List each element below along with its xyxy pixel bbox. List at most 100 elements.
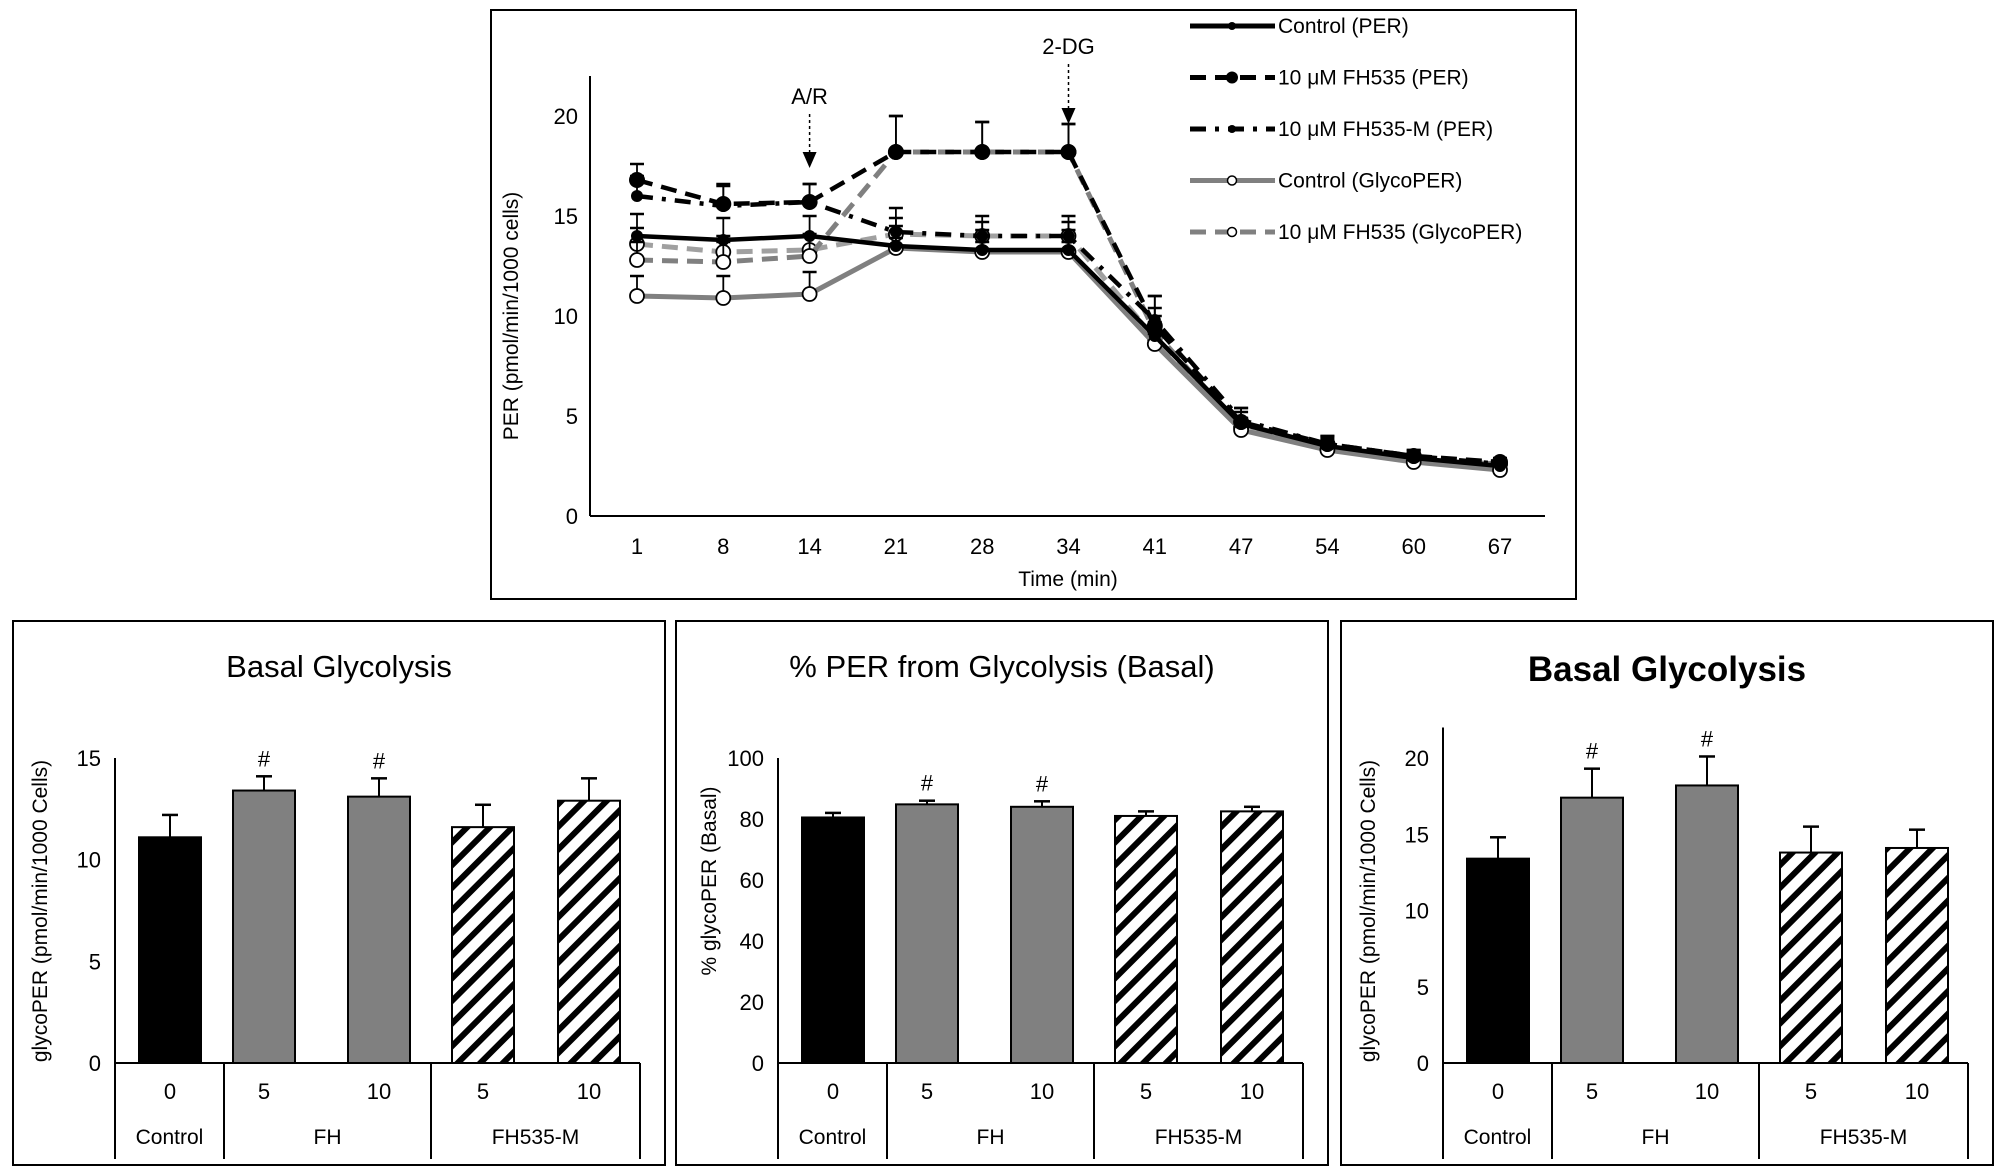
data-point xyxy=(1233,414,1250,430)
x-tick-label: 14 xyxy=(797,534,821,559)
x-tick-label: 67 xyxy=(1488,534,1512,559)
data-point xyxy=(1062,244,1075,256)
x-tick-label: 8 xyxy=(717,534,729,559)
bar-chart-panel-basal-glycolysis: Basal Glycolysis 0 5 10 15 glycoPER (pmol/min… xyxy=(12,620,666,1166)
y-tick-label: 5 xyxy=(89,949,101,974)
bar xyxy=(138,836,202,1064)
group-label: FH xyxy=(314,1126,342,1149)
annotation-label: A/R xyxy=(791,84,828,109)
data-point xyxy=(1405,448,1422,464)
x-tick-label: 28 xyxy=(970,534,994,559)
y-axis-label: glycoPER (pmol/min/1000 Cells) xyxy=(1357,760,1380,1062)
bar xyxy=(801,816,865,1064)
legend-label: 10 μM FH535-M (PER) xyxy=(1278,118,1493,141)
chart-title: % PER from Glycolysis (Basal) xyxy=(789,649,1214,684)
data-point xyxy=(715,290,732,306)
legend-item: 10 μM FH535-M (PER) xyxy=(1190,118,1493,141)
bar xyxy=(1885,846,1949,1064)
y-tick-label: 20 xyxy=(1405,746,1429,771)
legend-item: Control (GlycoPER) xyxy=(1190,170,1462,193)
bar xyxy=(1220,810,1284,1064)
data-point xyxy=(976,230,989,242)
y-tick-label: 10 xyxy=(1405,899,1429,924)
data-point xyxy=(715,254,732,270)
legend: Control (PER) 10 μM FH535 (PER) 10 μM FH53… xyxy=(1190,15,1522,244)
legend-marker xyxy=(1228,125,1236,133)
y-tick-label: 0 xyxy=(752,1051,764,1076)
panel-border xyxy=(12,620,666,1166)
x-category-label: 10 xyxy=(1695,1079,1719,1104)
group-label: FH535-M xyxy=(1155,1126,1243,1149)
y-tick-label: 10 xyxy=(77,848,101,873)
y-tick-label: 0 xyxy=(89,1051,101,1076)
y-tick-label: 10 xyxy=(554,304,578,329)
line-chart-panel: 0 5 10 15 20 1 8 14 21 28 34 41 47 54 60 67 Time (min) PE… xyxy=(490,9,1577,600)
x-category-label: 5 xyxy=(477,1079,489,1104)
data-point xyxy=(801,286,818,302)
series-line xyxy=(636,149,1501,465)
panel-border xyxy=(675,620,1329,1166)
x-category-label: 5 xyxy=(1586,1079,1598,1104)
y-tick-label: 5 xyxy=(1417,975,1429,1000)
x-category-label: 10 xyxy=(1030,1079,1054,1104)
data-point xyxy=(889,240,902,252)
x-category-label: 10 xyxy=(1905,1079,1929,1104)
data-point xyxy=(629,252,645,268)
y-tick-label: 100 xyxy=(727,746,764,771)
legend-marker xyxy=(1226,175,1238,186)
y-tick-label: 40 xyxy=(740,929,764,954)
bar xyxy=(1560,796,1624,1064)
group-label: FH535-M xyxy=(492,1126,580,1149)
y-tick-label: 0 xyxy=(1417,1051,1429,1076)
data-point xyxy=(974,144,991,160)
data-point xyxy=(801,248,818,264)
data-point xyxy=(1062,230,1075,242)
y-axis-label: % glycoPER (Basal) xyxy=(698,786,721,975)
legend-label: Control (PER) xyxy=(1278,15,1409,38)
legend-marker xyxy=(1226,71,1238,84)
data-point xyxy=(629,172,645,188)
y-tick-label: 80 xyxy=(740,807,764,832)
bar xyxy=(1466,857,1530,1064)
y-tick-label: 20 xyxy=(740,990,764,1015)
group-label: FH xyxy=(977,1126,1005,1149)
bar xyxy=(451,826,515,1064)
x-category-label: 10 xyxy=(1240,1079,1264,1104)
legend-item: Control (PER) xyxy=(1190,15,1409,38)
panel-border xyxy=(1340,620,1994,1166)
x-tick-label: 1 xyxy=(631,534,643,559)
group-label: Control xyxy=(799,1126,867,1149)
data-point xyxy=(801,194,818,210)
x-category-label: 5 xyxy=(921,1079,933,1104)
x-tick-label: 60 xyxy=(1401,534,1425,559)
arrow-down-icon xyxy=(802,152,817,168)
significance-mark: # xyxy=(1036,771,1049,796)
x-axis-label: Time (min) xyxy=(1018,568,1118,591)
arrow-down-icon xyxy=(1061,108,1076,124)
legend-item: 10 μM FH535 (GlycoPER) xyxy=(1190,221,1522,244)
bar xyxy=(232,789,296,1065)
legend-label: 10 μM FH535 (GlycoPER) xyxy=(1278,221,1522,244)
group-label: FH535-M xyxy=(1820,1126,1908,1149)
significance-mark: # xyxy=(1701,726,1714,751)
panel-border xyxy=(490,9,1577,600)
bar xyxy=(557,799,621,1064)
bar xyxy=(895,803,959,1065)
x-tick-label: 54 xyxy=(1315,534,1339,559)
data-point xyxy=(715,196,732,212)
y-tick-label: 15 xyxy=(77,746,101,771)
group-label: Control xyxy=(1464,1126,1532,1149)
bar xyxy=(1675,784,1739,1064)
series-1 xyxy=(629,114,1508,470)
legend-label: 10 μM FH535 (PER) xyxy=(1278,67,1469,90)
x-category-label: 0 xyxy=(1492,1079,1504,1104)
annotation-label: 2-DG xyxy=(1042,34,1095,59)
chart-title: Basal Glycolysis xyxy=(226,649,452,684)
data-point xyxy=(1060,144,1077,160)
x-category-label: 0 xyxy=(827,1079,839,1104)
y-tick-label: 20 xyxy=(554,104,578,129)
x-tick-label: 41 xyxy=(1143,534,1167,559)
data-point xyxy=(976,244,989,256)
data-point xyxy=(631,190,643,202)
